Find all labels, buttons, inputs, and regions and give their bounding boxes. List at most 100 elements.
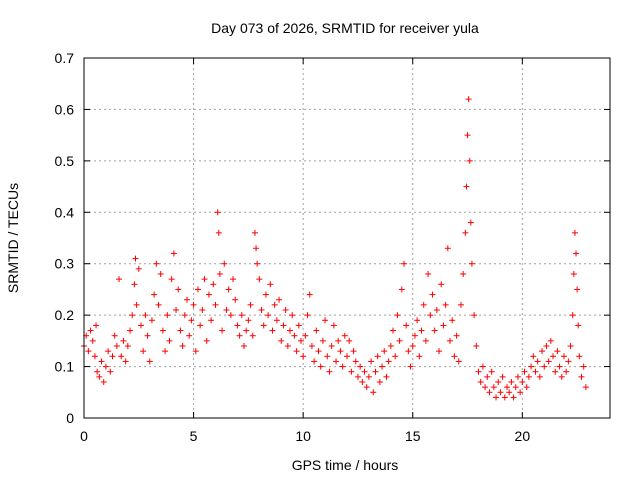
data-point [227,312,234,319]
data-point [571,229,578,236]
data-point [337,348,344,355]
data-point [477,379,484,385]
data-point [449,317,456,324]
data-point [232,296,239,303]
data-point [142,312,149,319]
data-point [409,343,416,349]
data-point [576,353,583,360]
data-point [140,348,147,355]
y-tick-label: 0.7 [55,50,75,66]
data-point [151,291,158,298]
data-point [510,394,517,401]
data-point [127,327,134,334]
data-point [313,327,320,334]
data-point [155,301,162,308]
data-point [135,265,142,272]
data-point [322,317,329,324]
data-point [455,358,462,365]
data-point [269,327,276,334]
y-tick-label: 0.5 [55,153,75,169]
data-point [466,157,473,164]
y-tick-label: 0.4 [55,204,75,220]
data-point [495,379,502,385]
data-point [245,317,252,324]
data-point [525,373,532,380]
data-point [556,363,563,370]
data-point [573,250,580,257]
data-point [212,301,219,308]
x-axis-label: GPS time / hours [292,457,399,473]
data-point [479,363,486,370]
data-point [451,353,458,360]
data-point [374,353,381,360]
data-point [582,384,589,391]
data-point [565,358,572,365]
data-point [258,307,265,313]
data-point [289,312,296,319]
data-point [335,337,342,344]
data-point [341,332,348,339]
data-point [506,389,513,396]
data-point [100,379,107,385]
data-point [304,312,311,319]
data-point [467,219,474,226]
data-point [379,363,386,370]
data-point [403,322,410,329]
data-point [238,312,245,319]
data-point [390,327,397,334]
data-point [295,322,302,329]
data-point [214,209,221,216]
data-point [249,332,256,339]
data-point [534,358,541,365]
data-point [462,229,469,236]
data-point [315,348,322,355]
data-point [346,337,353,344]
data-point [265,312,272,319]
data-point [523,384,530,391]
data-point [497,389,504,396]
data-point [197,322,204,329]
data-point [558,373,565,380]
data-point [517,389,524,396]
data-point [146,358,153,365]
data-point [468,260,475,267]
data-point [554,348,561,355]
data-point [396,337,403,344]
data-points [81,96,589,401]
data-point [216,271,223,277]
data-point [354,373,361,380]
data-point [407,363,414,370]
data-point [188,317,195,324]
data-point [569,312,576,319]
data-point [575,322,582,329]
data-point [287,327,294,334]
data-point [300,353,307,360]
data-point [530,353,537,360]
data-point [219,327,226,334]
data-point [240,343,247,349]
data-point [422,337,429,344]
data-point [122,358,129,365]
data-point [547,337,554,344]
data-point [414,317,421,324]
data-point [107,368,114,375]
data-point [282,307,289,313]
data-point [271,301,278,308]
data-point [208,317,215,324]
data-point [539,348,546,355]
data-point [499,373,506,380]
data-point [192,348,199,355]
data-point [254,260,261,267]
data-point [348,368,355,375]
data-point [339,363,346,370]
data-point [324,353,331,360]
data-point [508,379,515,385]
data-point [247,301,254,308]
data-point [567,343,574,349]
data-point [563,368,570,375]
data-point [460,271,467,277]
data-point [184,296,191,303]
data-point [159,327,166,334]
data-point [552,368,559,375]
x-tick-label: 10 [295,428,311,444]
